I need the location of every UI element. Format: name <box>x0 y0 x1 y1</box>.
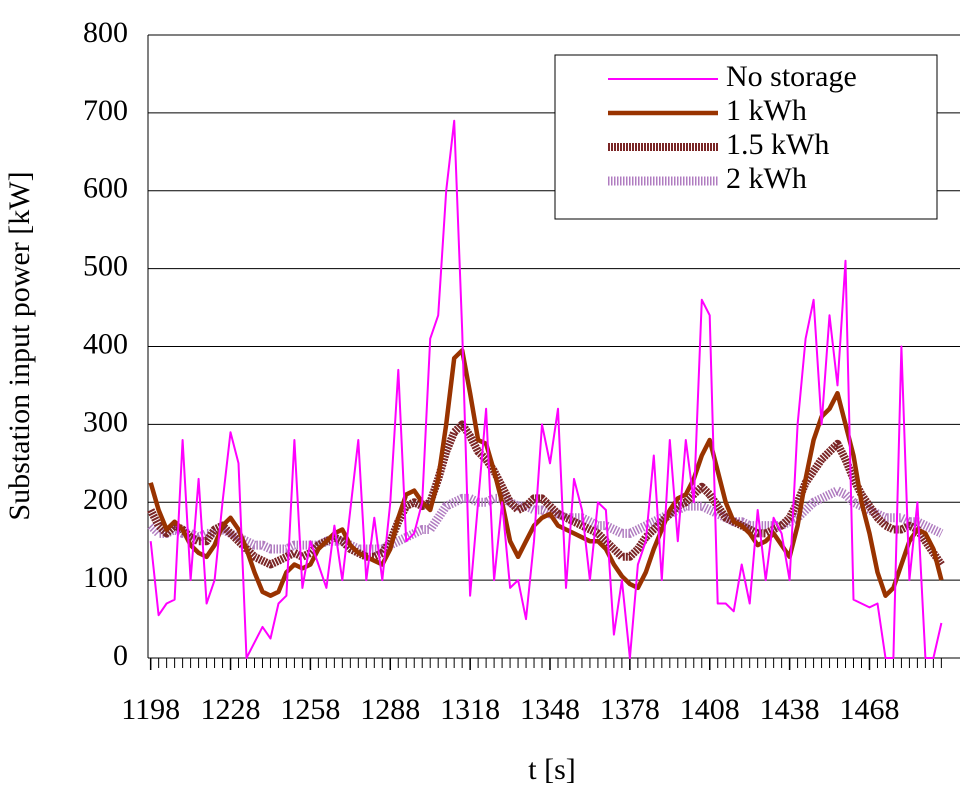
legend-label: 1 kWh <box>726 94 807 127</box>
x-tick-label: 1438 <box>760 693 820 726</box>
x-tick-label: 1318 <box>440 693 500 726</box>
x-tick-label: 1228 <box>201 693 261 726</box>
series-line <box>147 486 944 554</box>
x-tick-label: 1408 <box>680 693 740 726</box>
y-tick-label: 300 <box>83 405 128 438</box>
series-line <box>147 420 945 569</box>
y-tick-label: 100 <box>83 561 128 594</box>
legend-label: 1.5 kWh <box>726 128 829 161</box>
y-tick-label: 400 <box>83 327 128 360</box>
legend-label: 2 kWh <box>726 162 807 195</box>
x-tick-label: 1258 <box>280 693 340 726</box>
x-tick-label: 1198 <box>121 693 180 726</box>
y-tick-label: 200 <box>83 483 128 516</box>
x-tick-label: 1468 <box>839 693 899 726</box>
y-tick-label: 800 <box>83 16 128 49</box>
y-tick-label: 500 <box>83 250 128 283</box>
y-tick-label: 0 <box>113 639 128 672</box>
series-line <box>149 119 943 659</box>
x-tick-label: 1348 <box>520 693 580 726</box>
y-tick-label: 600 <box>83 172 128 205</box>
y-axis-label: Substation input power [kW] <box>3 171 36 520</box>
x-tick-label: 1378 <box>600 693 660 726</box>
legend-box <box>554 54 938 220</box>
x-tick-label: 1288 <box>360 693 420 726</box>
x-axis-label: t [s] <box>528 753 576 786</box>
y-tick-label: 700 <box>83 94 128 127</box>
series-line <box>148 348 944 598</box>
legend-label: No storage <box>726 60 857 93</box>
